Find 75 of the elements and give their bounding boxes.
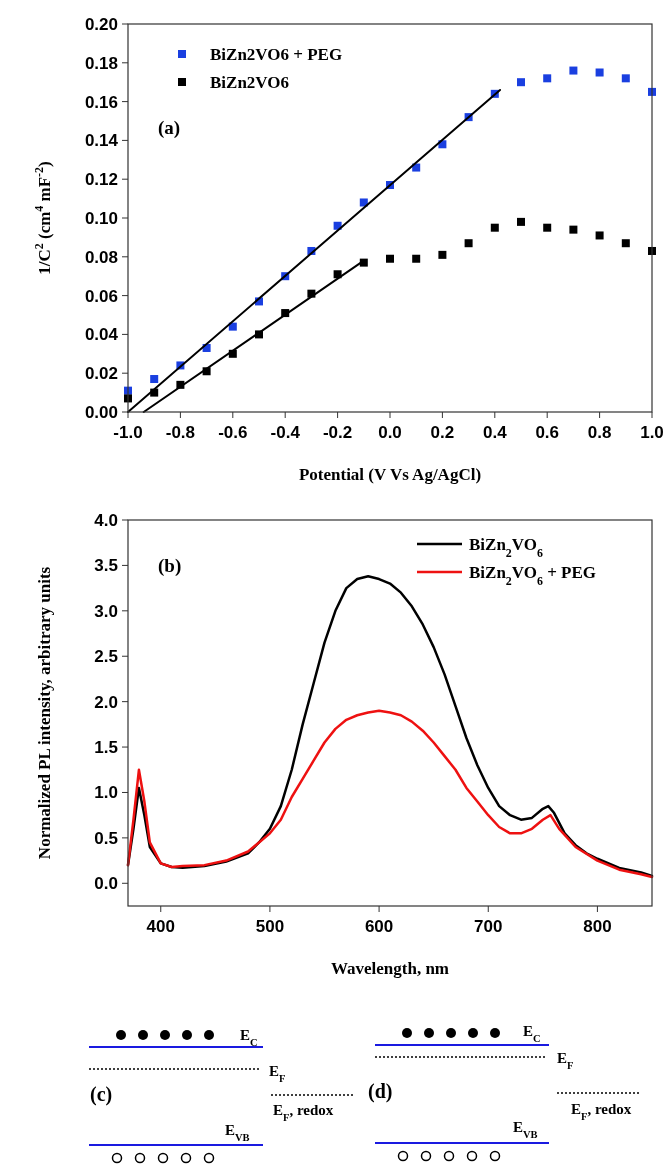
x-tick-label: -0.4 bbox=[270, 423, 301, 442]
y-tick-label: 2.0 bbox=[94, 692, 118, 712]
y-tick-label: 0.18 bbox=[84, 53, 118, 73]
y-tick-label: 1.5 bbox=[94, 738, 118, 758]
point bbox=[412, 254, 421, 263]
x-tick-label: 0.0 bbox=[378, 423, 402, 442]
x-tick-label: 600 bbox=[364, 917, 394, 936]
point bbox=[386, 254, 394, 263]
text: E$_{F}$, redox bbox=[571, 1101, 632, 1122]
point bbox=[517, 217, 525, 226]
legend-label: BiZn2VO6 + PEG bbox=[210, 45, 343, 64]
annotation: (b) bbox=[158, 555, 182, 577]
point bbox=[621, 74, 630, 83]
legend-label: BiZn2VO6 bbox=[210, 73, 290, 92]
point bbox=[464, 239, 473, 248]
line-series bbox=[126, 709, 654, 879]
point bbox=[569, 225, 578, 234]
text: (d) bbox=[368, 1080, 393, 1103]
text: E$_{F}$, redox bbox=[273, 1102, 334, 1123]
x-tick-label: 500 bbox=[255, 917, 285, 936]
text: E$_{VB}$ bbox=[225, 1122, 250, 1143]
y-tick-label: 0.00 bbox=[84, 403, 118, 422]
point bbox=[438, 250, 447, 259]
y-tick-label: 1.0 bbox=[94, 783, 118, 803]
y-tick-label: 0.04 bbox=[84, 325, 119, 345]
x-tick-label: 0.2 bbox=[430, 423, 455, 442]
legend-label: BiZn$_{2}$VO$_{6}$ bbox=[469, 535, 543, 560]
point bbox=[543, 223, 552, 232]
x-axis-title: Potential (V Vs Ag/AgCl) bbox=[298, 465, 482, 484]
annotation: (a) bbox=[158, 117, 181, 139]
x-tick-label: 0.4 bbox=[482, 423, 508, 442]
x-axis-title: Wavelength, nm bbox=[330, 959, 450, 978]
x-tick-label: 400 bbox=[146, 917, 175, 936]
x-tick-label: 0.8 bbox=[587, 423, 612, 442]
point bbox=[490, 223, 499, 232]
y-tick-label: 3.0 bbox=[94, 601, 118, 621]
y-axis-title: Normalized PL intensity, arbitrary units bbox=[35, 566, 54, 860]
point bbox=[517, 78, 525, 87]
x-tick-label: 800 bbox=[583, 917, 612, 936]
point bbox=[621, 239, 630, 248]
y-tick-label: 0.10 bbox=[84, 209, 118, 228]
point bbox=[543, 74, 552, 83]
text: E$_{C}$ bbox=[523, 1023, 541, 1044]
text: E$_{F}$ bbox=[557, 1050, 574, 1071]
y-tick-label: 0.08 bbox=[84, 247, 118, 267]
y-tick-label: 0.16 bbox=[84, 92, 118, 112]
x-tick-label: 700 bbox=[474, 917, 503, 936]
text: (c) bbox=[90, 1083, 113, 1106]
text: E$_{C}$ bbox=[240, 1027, 258, 1048]
text: E$_{F}$ bbox=[269, 1063, 286, 1084]
x-tick-label: -1.0 bbox=[113, 423, 143, 442]
point bbox=[412, 163, 421, 172]
x-tick-label: 0.6 bbox=[535, 423, 560, 442]
y-tick-label: 0.02 bbox=[84, 364, 118, 384]
point bbox=[359, 198, 368, 207]
y-tick-label: 0.06 bbox=[84, 286, 118, 306]
y-tick-label: 0.20 bbox=[84, 15, 118, 34]
text: E$_{VB}$ bbox=[513, 1119, 538, 1140]
point bbox=[595, 68, 604, 77]
y-tick-label: 0.12 bbox=[84, 170, 118, 190]
x-tick-label: -0.2 bbox=[322, 423, 353, 442]
y-tick-label: 0.5 bbox=[94, 828, 118, 848]
y-tick-label: 2.5 bbox=[94, 647, 118, 667]
x-tick-label: -0.6 bbox=[218, 423, 248, 442]
point bbox=[150, 375, 159, 384]
x-tick-label: 1.0 bbox=[640, 423, 664, 442]
y-tick-label: 0.0 bbox=[94, 874, 118, 894]
y-tick-label: 4.0 bbox=[94, 511, 118, 530]
point bbox=[569, 66, 578, 75]
y-tick-label: 3.5 bbox=[94, 556, 118, 576]
point bbox=[228, 322, 237, 331]
point bbox=[595, 231, 604, 240]
legend-label: BiZn$_{2}$VO$_{6}$ + PEG bbox=[469, 563, 597, 588]
y-tick-label: 0.14 bbox=[84, 131, 119, 151]
x-tick-label: -0.8 bbox=[165, 423, 196, 442]
